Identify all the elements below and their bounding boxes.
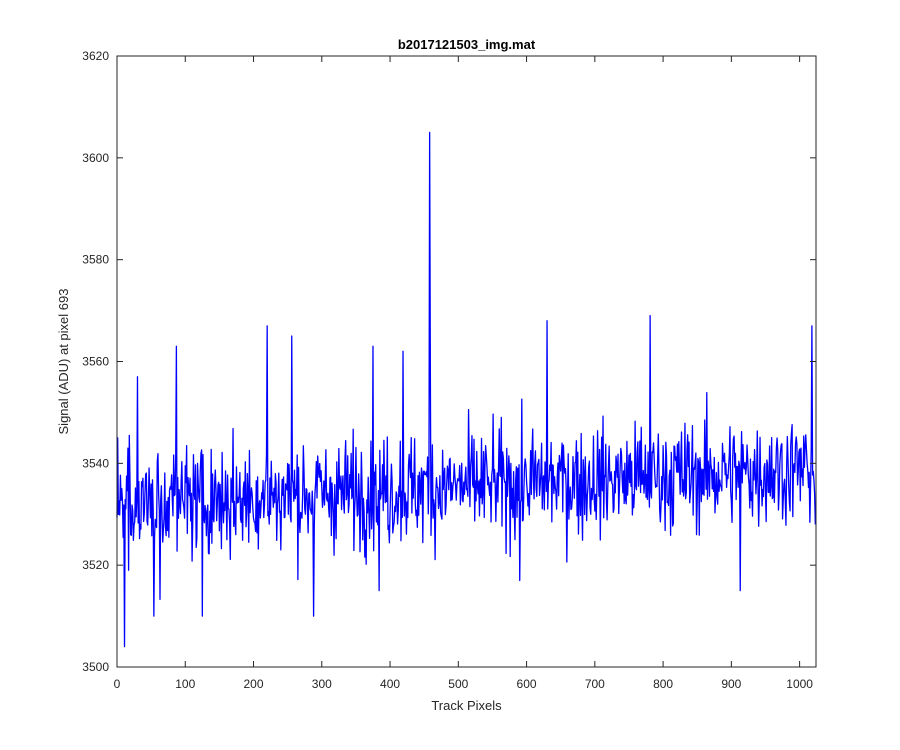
x-tick-label: 1000 [786,677,813,691]
y-tick-label: 3620 [82,49,109,63]
x-tick-label: 400 [380,677,400,691]
series-layer [116,131,816,648]
y-tick-label: 3500 [82,660,109,674]
x-tick-label: 300 [312,677,332,691]
chart-title: b2017121503_img.mat [398,37,536,52]
x-tick-label: 800 [653,677,673,691]
y-tick-label: 3580 [82,253,109,267]
ticks-layer: 0 100 200 300 400 500 600 700 800 900 1000 3500 3520… [82,49,816,691]
x-tick-label: 700 [585,677,605,691]
y-axis-title: Signal (ADU) at pixel 693 [56,289,71,435]
y-tick-label: 3600 [82,151,109,165]
x-tick-label: 200 [244,677,264,691]
x-tick-label: 0 [114,677,121,691]
x-axis-title: Track Pixels [431,698,502,713]
x-tick-label: 100 [175,677,195,691]
x-tick-label: 500 [448,677,468,691]
y-tick-label: 3560 [82,355,109,369]
series-line [116,131,816,648]
y-tick-label: 3520 [82,558,109,572]
x-tick-label: 600 [517,677,537,691]
x-tick-label: 900 [721,677,741,691]
y-tick-label: 3540 [82,456,109,470]
plot-area [117,56,816,667]
